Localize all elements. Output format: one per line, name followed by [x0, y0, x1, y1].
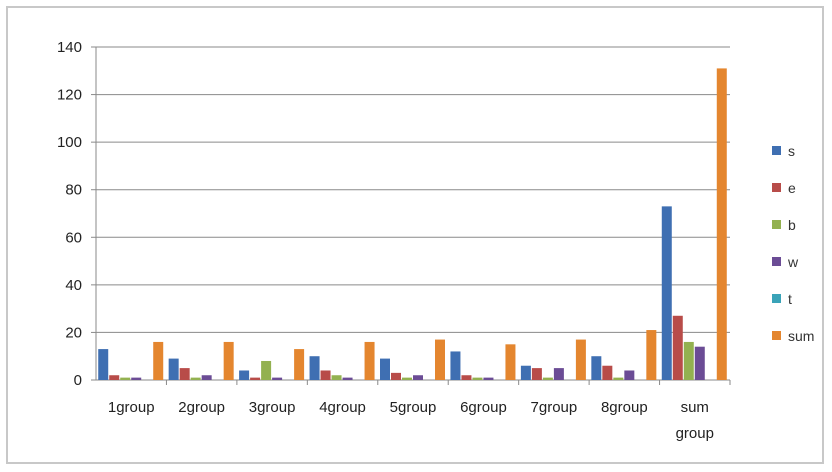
bar-s [309, 356, 320, 380]
bar-sum [294, 349, 305, 380]
bar-b [542, 377, 553, 380]
bar-sum [575, 339, 586, 380]
x-tick-label: 7group [531, 399, 578, 416]
x-tick-label: sum group [676, 399, 714, 442]
bar-w [694, 346, 705, 380]
bar-s [98, 349, 109, 380]
bar-b [120, 377, 131, 380]
x-tick-label: 6group [460, 399, 507, 416]
legend-label-s: s [788, 143, 795, 159]
y-tick-label: 40 [65, 277, 82, 294]
bar-w [272, 377, 283, 380]
bar-e [461, 375, 472, 380]
bar-w [342, 377, 353, 380]
y-tick-label: 120 [57, 87, 82, 104]
bar-sum [435, 339, 445, 380]
legend: s e b w t sum [772, 143, 814, 344]
bar-w [201, 375, 212, 380]
legend-swatch-w [772, 257, 781, 266]
y-tick-label: 0 [74, 372, 82, 389]
bar-e [672, 315, 683, 380]
legend-label-t: t [788, 291, 792, 307]
bar-s [380, 358, 390, 380]
bar-s [450, 351, 461, 380]
bar-b [261, 360, 272, 380]
bar-e [391, 372, 401, 380]
y-tick-label: 100 [57, 134, 82, 151]
legend-label-b: b [788, 217, 796, 233]
x-tick-label: 4group [319, 399, 366, 416]
x-tick-label: 5group [390, 399, 437, 416]
x-tick-label: 2group [178, 399, 225, 416]
bar-sum [153, 341, 164, 380]
bar-w [553, 368, 564, 380]
bar-w [624, 370, 635, 380]
legend-swatch-t [772, 294, 781, 303]
legend-swatch-e [772, 183, 781, 192]
bar-e [179, 368, 190, 380]
legend-swatch-s [772, 146, 781, 155]
bar-e [602, 365, 613, 380]
y-tick-label: 20 [65, 324, 82, 341]
x-tick-labels: 1group 2group 3group 4group 5group 6group 7gro… [108, 399, 714, 442]
legend-swatch-b [772, 220, 781, 229]
bar-s [520, 365, 531, 380]
bar-sum [364, 341, 375, 380]
bar-s [661, 206, 672, 380]
bar-sum [716, 68, 727, 381]
bar-b [472, 377, 483, 380]
bar-s [168, 358, 179, 380]
y-tick-label: 140 [57, 39, 82, 56]
bar-b [402, 377, 412, 380]
bar-b [613, 377, 624, 380]
bar-sum [646, 330, 657, 380]
bar-sum [505, 344, 516, 380]
bar-sum [223, 341, 234, 380]
bar-e [109, 375, 120, 380]
bar-b [331, 375, 342, 380]
gridlines [96, 46, 730, 333]
bar-b [683, 341, 694, 380]
bars [98, 68, 727, 381]
bar-w [413, 375, 423, 380]
x-tick-label: 8group [601, 399, 648, 416]
legend-label-w: w [787, 254, 799, 270]
x-tick-label: 1group [108, 399, 155, 416]
x-tick-label: 3group [249, 399, 296, 416]
y-tick-label: 80 [65, 182, 82, 199]
y-tick-label: 60 [65, 229, 82, 246]
bar-e [250, 377, 261, 380]
bar-s [239, 370, 250, 380]
bar-b [190, 377, 201, 380]
legend-label-e: e [788, 180, 796, 196]
legend-swatch-sum [772, 331, 781, 340]
chart-frame [6, 6, 824, 464]
bar-e [531, 368, 542, 380]
bar-e [320, 370, 331, 380]
bar-w [483, 377, 494, 380]
y-tick-labels: 0 20 40 60 80 100 120 140 [57, 39, 82, 389]
axes [91, 46, 731, 385]
legend-label-sum: sum [788, 328, 814, 344]
bar-s [591, 356, 602, 380]
bar-w [131, 377, 142, 380]
